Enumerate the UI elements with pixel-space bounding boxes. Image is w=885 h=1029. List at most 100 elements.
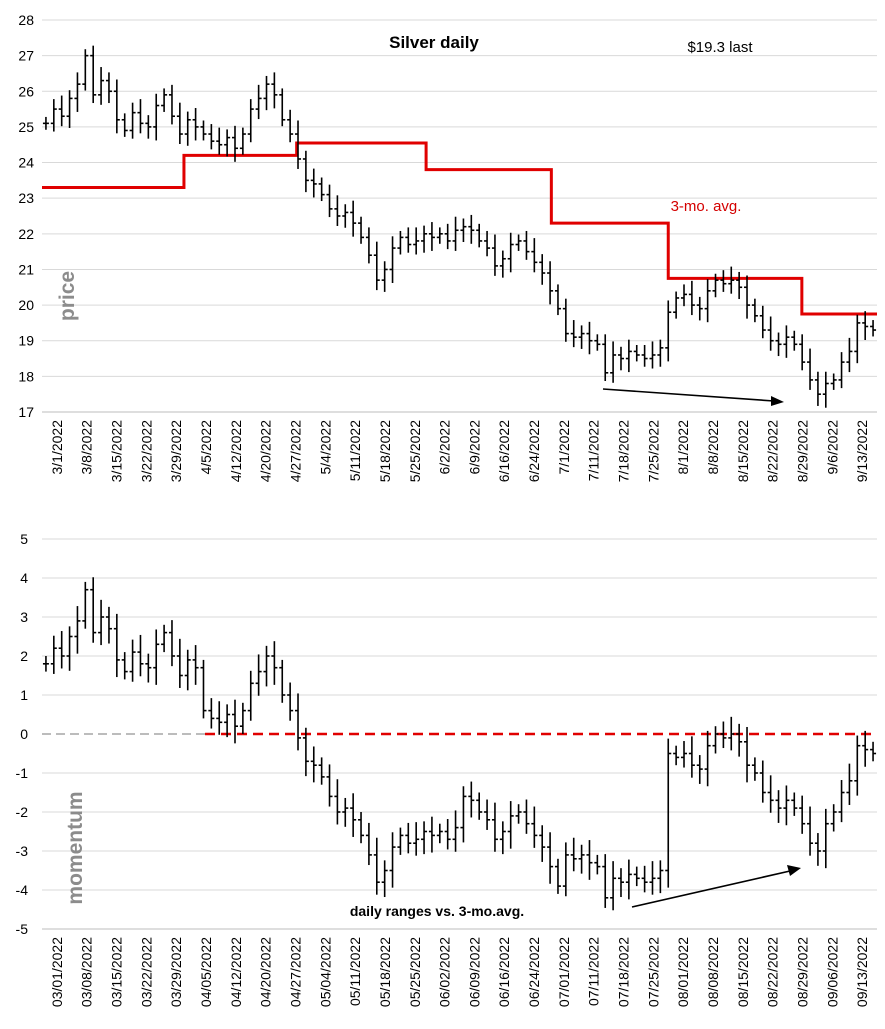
momentum-y-tick-label: -5	[16, 921, 29, 937]
price-bar	[657, 339, 664, 367]
price-bar	[846, 337, 853, 373]
momentum-bar	[578, 844, 585, 874]
momentum-y-tick-label: -3	[16, 843, 29, 859]
momentum-x-tick-label: 06/09/2022	[466, 937, 482, 1007]
momentum-x-tick-label: 04/20/2022	[258, 937, 274, 1007]
price-bar	[358, 216, 365, 244]
price-y-tick-label: 28	[18, 12, 34, 28]
momentum-x-tick-label: 08/15/2022	[735, 937, 751, 1007]
momentum-bar	[547, 832, 554, 884]
momentum-bar	[862, 730, 869, 767]
price-bar	[554, 284, 561, 316]
price-bar	[113, 79, 120, 134]
momentum-bar	[775, 790, 782, 823]
momentum-bar	[822, 808, 829, 869]
price-bar	[688, 280, 695, 316]
momentum-bar	[247, 670, 254, 721]
price-x-tick-label: 7/18/2022	[616, 420, 632, 482]
price-x-tick-label: 5/25/2022	[407, 420, 423, 482]
momentum-x-tick-label: 04/27/2022	[287, 937, 303, 1007]
momentum-x-tick-label: 07/11/2022	[586, 937, 602, 1006]
momentum-x-tick-label: 09/06/2022	[824, 937, 840, 1007]
price-x-tick-label: 8/29/2022	[794, 420, 810, 482]
price-bar	[814, 371, 821, 406]
price-bar	[231, 125, 238, 162]
momentum-bar	[460, 786, 467, 843]
momentum-bar	[50, 635, 57, 674]
price-bar	[50, 99, 57, 132]
price-bar	[681, 284, 688, 307]
price-x-tick-label: 3/1/2022	[49, 420, 65, 475]
momentum-bar	[665, 738, 672, 888]
price-x-tick-label: 3/8/2022	[79, 420, 95, 475]
momentum-x-tick-label: 05/04/2022	[317, 937, 333, 1007]
price-bar	[783, 325, 790, 358]
price-bar	[476, 223, 483, 248]
momentum-bar	[673, 745, 680, 766]
momentum-bar	[846, 763, 853, 805]
momentum-bar	[161, 624, 168, 653]
momentum-bar	[302, 727, 309, 777]
price-bar	[673, 291, 680, 319]
price-x-tick-label: 3/29/2022	[168, 420, 184, 482]
price-bar	[594, 334, 601, 351]
momentum-bar	[712, 726, 719, 754]
momentum-bar	[617, 868, 624, 898]
momentum-bar	[176, 638, 183, 688]
price-bar	[334, 195, 341, 226]
price-bar	[413, 227, 420, 255]
avg-label: 3-mo. avg.	[671, 198, 742, 215]
momentum-bar	[444, 819, 451, 850]
momentum-bar	[137, 634, 144, 677]
momentum-bar	[295, 693, 302, 751]
momentum-bar	[870, 741, 877, 762]
price-bar	[373, 241, 380, 291]
momentum-x-tick-label: 06/16/2022	[496, 937, 512, 1007]
price-bar	[854, 314, 861, 364]
momentum-bar	[287, 682, 294, 721]
price-bar	[255, 84, 262, 120]
momentum-bar	[216, 701, 223, 735]
momentum-bars	[42, 577, 877, 911]
momentum-gridlines	[42, 538, 877, 930]
momentum-bar	[82, 581, 89, 629]
momentum-bar	[334, 779, 341, 825]
price-y-tick-label: 26	[18, 83, 34, 99]
price-x-tick-label: 7/25/2022	[645, 420, 661, 482]
price-bar	[74, 72, 81, 112]
momentum-x-tick-label: 07/01/2022	[556, 937, 572, 1007]
price-bar	[153, 93, 160, 141]
momentum-bar	[696, 755, 703, 784]
price-y-tick-label: 22	[18, 226, 34, 242]
momentum-bar	[168, 620, 175, 667]
momentum-bar	[397, 827, 404, 855]
price-bar	[208, 124, 215, 150]
momentum-bar	[704, 730, 711, 787]
price-bar	[507, 232, 514, 273]
momentum-bar	[231, 699, 238, 744]
momentum-bar	[728, 716, 735, 751]
price-bar	[168, 84, 175, 125]
momentum-bar	[66, 626, 73, 671]
price-x-tick-label: 8/1/2022	[675, 420, 691, 475]
price-bar	[436, 227, 443, 244]
momentum-x-tick-label: 04/05/2022	[198, 937, 214, 1007]
price-bar	[82, 49, 89, 91]
momentum-bar	[113, 613, 120, 678]
price-x-tick-label: 3/15/2022	[109, 420, 125, 482]
momentum-bar	[554, 858, 561, 894]
momentum-bar	[688, 736, 695, 778]
momentum-x-tick-label: 03/01/2022	[49, 937, 65, 1007]
momentum-bar	[476, 792, 483, 820]
price-x-tick-label: 7/11/2022	[586, 420, 602, 481]
price-x-ticks: 3/1/2022 3/8/2022 3/15/2022 3/22/2022 3/29/2…	[49, 420, 870, 483]
momentum-x-tick-label: 08/29/2022	[794, 937, 810, 1007]
price-bar	[625, 339, 632, 373]
price-x-tick-label: 5/11/2022	[347, 420, 363, 481]
price-bar	[736, 271, 743, 300]
momentum-bar	[153, 629, 160, 685]
price-bar	[704, 279, 711, 323]
price-bar	[271, 72, 278, 109]
price-x-tick-label: 9/6/2022	[824, 420, 840, 475]
